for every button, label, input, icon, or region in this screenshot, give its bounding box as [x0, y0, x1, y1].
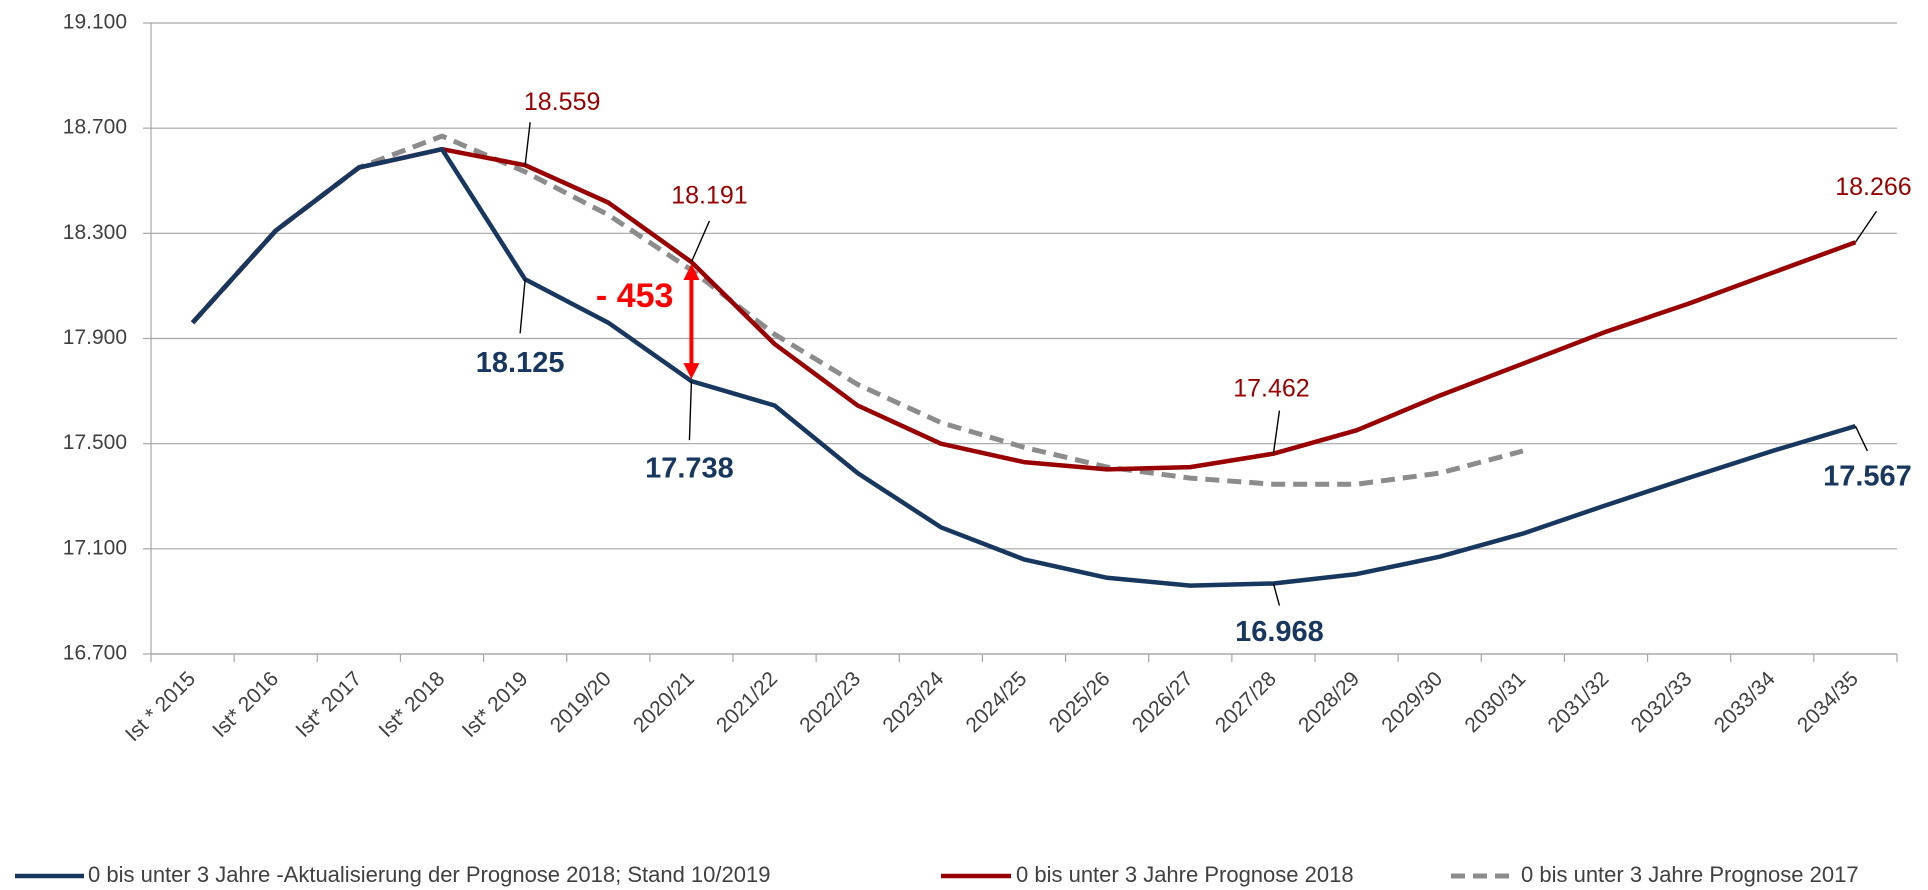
x-tick-label: 2025/26	[1045, 667, 1115, 737]
y-tick-label: 17.900	[63, 326, 127, 349]
x-tick-label: 2031/32	[1544, 667, 1614, 737]
leader-line	[688, 381, 693, 441]
data-label: 17.462	[1233, 374, 1309, 402]
y-tick-label: 19.100	[63, 11, 127, 34]
annotation: - 453	[596, 277, 674, 315]
data-label: 16.968	[1235, 616, 1324, 648]
data-label: 18.191	[671, 182, 747, 210]
legend-label: 0 bis unter 3 Jahre Prognose 2018	[1016, 862, 1354, 887]
x-tick-label: 2032/33	[1627, 667, 1697, 737]
y-tick-label: 18.300	[63, 221, 127, 244]
x-tick-label: 2019/20	[546, 667, 616, 737]
y-tick-label: 18.700	[63, 116, 127, 139]
x-tick-label: Ist* 2017	[291, 667, 366, 742]
x-tick-label: Ist* 2016	[208, 667, 283, 742]
data-label: 18.125	[476, 347, 565, 379]
leader-line	[524, 122, 531, 166]
x-tick-label: 2029/30	[1377, 667, 1447, 737]
x-tick-label: 2026/27	[1128, 667, 1198, 737]
x-tick-label: 2020/21	[629, 667, 699, 737]
y-tick-label: 17.500	[63, 431, 127, 454]
x-tick-label: 2024/25	[962, 667, 1032, 737]
data-label: 17.567	[1823, 461, 1912, 493]
x-tick-label: 2034/35	[1793, 667, 1863, 737]
x-tick-label: Ist* 2019	[458, 667, 533, 742]
x-tick-label: 2030/31	[1460, 667, 1530, 737]
data-label: 17.738	[645, 453, 734, 485]
leader-line	[1272, 410, 1281, 454]
series-line	[190, 146, 1857, 472]
leader-line	[690, 220, 711, 263]
data-label: 18.266	[1835, 173, 1911, 201]
y-tick-label: 16.700	[63, 642, 127, 665]
x-tick-label: Ist * 2015	[121, 667, 200, 746]
x-tick-label: 2028/29	[1294, 667, 1364, 737]
leader-line	[1272, 583, 1281, 606]
x-tick-label: Ist* 2018	[375, 667, 450, 742]
x-tick-label: 2022/23	[795, 667, 865, 737]
x-tick-label: 2027/28	[1211, 667, 1281, 737]
x-tick-label: 2023/24	[878, 667, 948, 737]
series-line	[190, 133, 1524, 487]
series-line	[190, 146, 1857, 588]
y-tick-label: 17.100	[63, 536, 127, 559]
legend-label: 0 bis unter 3 Jahre Prognose 2017	[1521, 862, 1859, 887]
x-tick-label: 2033/34	[1710, 667, 1780, 737]
leader-line	[519, 279, 526, 334]
legend-label: 0 bis unter 3 Jahre -Aktualisierung der …	[88, 862, 770, 887]
x-tick-label: 2021/22	[712, 667, 782, 737]
data-label: 18.559	[524, 88, 600, 116]
leader-line	[1854, 210, 1878, 243]
leader-line	[1854, 425, 1869, 452]
